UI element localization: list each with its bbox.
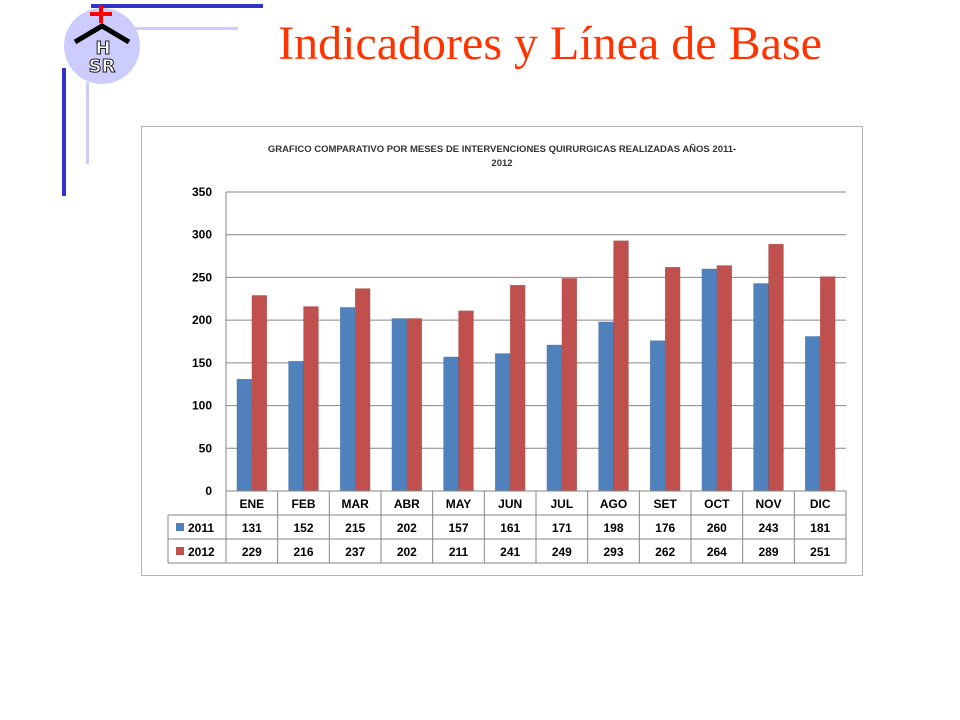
bar-2012-dic — [819, 276, 836, 492]
table-value-2012: 251 — [810, 545, 830, 559]
table-value-2012: 249 — [552, 545, 572, 559]
hospital-logo: H SR — [64, 5, 140, 84]
x-category-label: MAY — [446, 497, 472, 511]
y-tick-label: 100 — [192, 399, 212, 413]
table-value-2011: 202 — [397, 521, 417, 535]
y-tick-label: 50 — [199, 441, 213, 455]
x-category-label: ENE — [239, 497, 264, 511]
x-category-label: FEB — [292, 497, 316, 511]
table-value-2011: 157 — [448, 521, 468, 535]
table-value-2012: 211 — [449, 545, 469, 559]
chart-title-line-1: GRAFICO COMPARATIVO POR MESES DE INTERVE… — [267, 144, 737, 155]
table-value-2011: 198 — [603, 521, 623, 535]
deco-line-dark-vertical — [62, 68, 66, 196]
table-value-2012: 229 — [242, 545, 262, 559]
y-tick-label: 0 — [205, 484, 212, 498]
x-category-label: JUL — [550, 497, 573, 511]
table-value-2012: 262 — [655, 545, 675, 559]
bar-2011-jul — [546, 344, 563, 492]
table-value-2012: 289 — [758, 545, 778, 559]
bar-2011-feb — [288, 360, 304, 492]
table-value-2011: 152 — [293, 521, 313, 535]
y-tick-label: 200 — [192, 313, 212, 327]
legend-key-2011 — [176, 523, 184, 531]
bar-2011-nov — [753, 283, 769, 492]
table-value-2012: 237 — [345, 545, 365, 559]
table-value-2011: 176 — [655, 521, 675, 535]
table-value-2012: 241 — [500, 545, 520, 559]
x-category-label: JUN — [498, 497, 522, 511]
bar-2011-oct — [701, 268, 718, 492]
bar-2011-set — [649, 340, 666, 492]
deco-line-light-vertical — [86, 82, 89, 164]
x-category-label: OCT — [704, 497, 730, 511]
chart-title-line-2: 2012 — [491, 158, 513, 169]
table-value-2011: 181 — [810, 521, 830, 535]
x-category-label: AGO — [600, 497, 627, 511]
table-value-2011: 215 — [345, 521, 365, 535]
legend-key-2012 — [176, 547, 184, 555]
table-value-2011: 171 — [552, 521, 572, 535]
bar-2012-ene — [251, 295, 268, 492]
x-category-label: DIC — [810, 497, 831, 511]
table-value-2012: 264 — [707, 545, 727, 559]
bar-2011-ago — [598, 321, 614, 492]
svg-text:SR: SR — [89, 56, 116, 77]
deco-line-light-horizontal — [128, 27, 238, 30]
x-category-label: MAR — [342, 497, 370, 511]
y-tick-label: 250 — [192, 270, 212, 284]
svg-text:H: H — [95, 38, 110, 59]
y-tick-label: 350 — [192, 185, 212, 199]
bar-2012-nov — [768, 243, 784, 492]
bar-2011-jun — [494, 353, 511, 492]
bar-2012-ago — [613, 240, 629, 492]
bar-2011-ene — [236, 378, 253, 492]
y-tick-label: 150 — [192, 356, 212, 370]
x-category-label: SET — [653, 497, 677, 511]
bar-2012-may — [458, 310, 474, 492]
legend-label-2011: 2011 — [188, 521, 214, 535]
chart-plot: 0 50 100 150 200 250 300 350 ENE FEB MAR ABR MAY JUN J… — [167, 185, 847, 564]
table-value-2011: 260 — [707, 521, 727, 535]
table-value-2012: 293 — [603, 545, 623, 559]
bar-2011-mar — [339, 307, 356, 492]
chart-title: GRAFICO COMPARATIVO POR MESES DE INTERVE… — [142, 143, 862, 171]
table-value-2011: 131 — [242, 521, 262, 535]
bar-2012-jun — [509, 284, 526, 492]
bar-2012-abr — [406, 318, 423, 492]
table-value-2012: 216 — [293, 545, 313, 559]
table-value-2011: 243 — [758, 521, 778, 535]
chart-frame: GRAFICO COMPARATIVO POR MESES DE INTERVE… — [141, 126, 863, 576]
y-tick-label: 300 — [192, 228, 212, 242]
bar-2012-set — [664, 266, 681, 492]
bar-2012-oct — [716, 265, 733, 492]
bar-2011-may — [443, 356, 459, 492]
bar-2012-mar — [354, 288, 371, 492]
table-value-2012: 202 — [397, 545, 417, 559]
bar-2011-dic — [804, 336, 821, 492]
bar-2011-abr — [391, 318, 408, 492]
bar-2012-jul — [561, 278, 578, 492]
x-category-label: NOV — [755, 497, 781, 511]
legend-label-2012: 2012 — [188, 545, 215, 559]
table-value-2011: 161 — [500, 521, 520, 535]
bar-2012-feb — [303, 306, 319, 492]
slide-title: Indicadores y Línea de Base — [278, 17, 822, 70]
deco-line-dark-horizontal — [91, 4, 263, 8]
x-category-label: ABR — [394, 497, 420, 511]
